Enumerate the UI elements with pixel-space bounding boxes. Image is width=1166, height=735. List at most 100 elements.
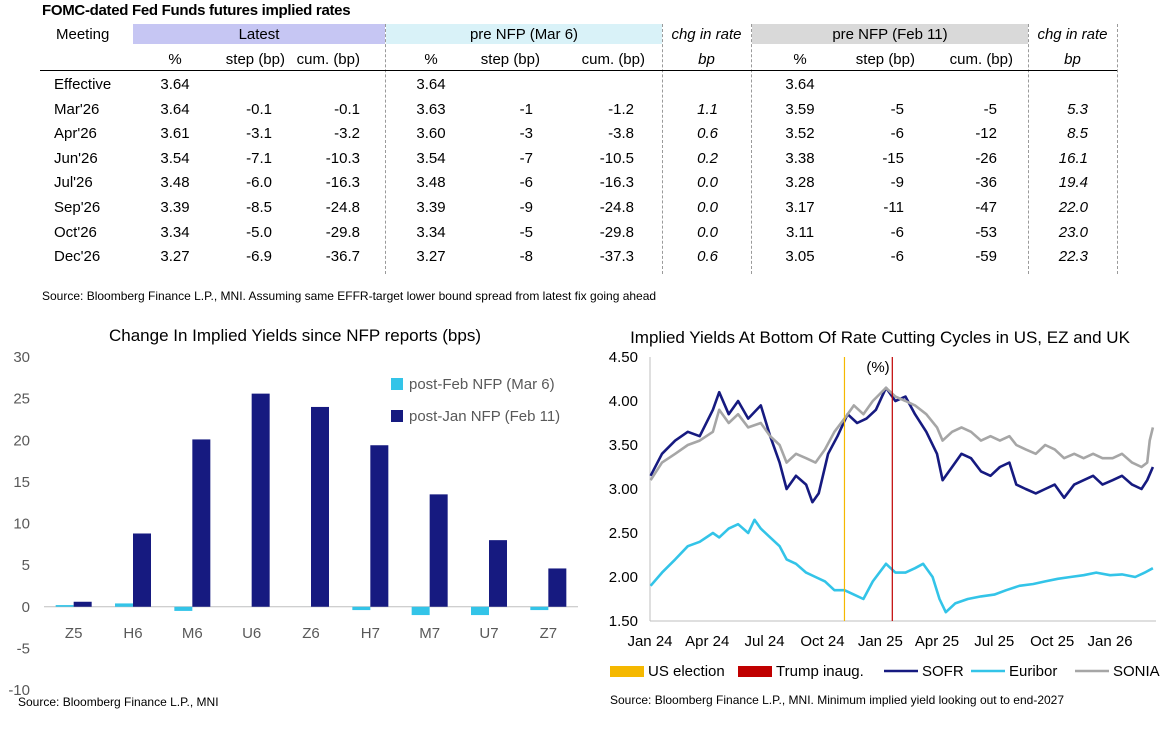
x-tick-label: Oct 25	[1030, 633, 1074, 650]
series-line-sonia	[651, 388, 1153, 480]
cell-mar-cum: -10.5	[560, 150, 634, 168]
subheader-mar-step: step (bp)	[450, 51, 540, 69]
legend-swatch	[391, 378, 403, 390]
cell-mar-step: -9	[480, 199, 533, 217]
cell-latest-pct: 3.54	[150, 150, 200, 168]
cell-mar-pct: 3.39	[406, 199, 456, 217]
header-pre-nfp-feb: pre NFP (Feb 11)	[752, 26, 1028, 44]
bar-post-jan-nfp	[489, 540, 507, 607]
subheader-mar-pct: %	[406, 51, 456, 69]
cell-mar-cum: -37.3	[560, 248, 634, 266]
table-divider	[385, 24, 386, 274]
bar-post-jan-nfp	[252, 394, 270, 607]
cell-feb-cum: -26	[925, 150, 997, 168]
bar-chart-source-note: Source: Bloomberg Finance L.P., MNI	[18, 695, 219, 709]
x-tick-label: Jul 24	[745, 633, 785, 650]
cell-meeting: Effective	[54, 76, 134, 94]
header-pre-nfp-mar: pre NFP (Mar 6)	[386, 26, 662, 44]
x-tick-label: H6	[123, 625, 142, 642]
cell-chg2: 22.3	[1028, 248, 1088, 266]
cell-chg1: 0.0	[662, 199, 718, 217]
x-tick-label: Z6	[302, 625, 320, 642]
subheader-latest-step: step (bp)	[195, 51, 285, 69]
cell-feb-step: -11	[840, 199, 904, 217]
cell-feb-cum: -5	[925, 101, 997, 119]
cell-feb-pct: 3.05	[775, 248, 825, 266]
cell-feb-cum: -47	[925, 199, 997, 217]
cell-latest-step: -0.1	[215, 101, 272, 119]
legend-label: post-Jan NFP (Feb 11)	[409, 408, 560, 425]
cell-mar-pct: 3.54	[406, 150, 456, 168]
cell-latest-pct: 3.27	[150, 248, 200, 266]
cell-mar-step: -1	[480, 101, 533, 119]
cell-mar-step: -7	[480, 150, 533, 168]
cell-mar-pct: 3.27	[406, 248, 456, 266]
subheader-feb-step: step (bp)	[825, 51, 915, 69]
legend-label: post-Feb NFP (Mar 6)	[409, 376, 555, 393]
y-tick-label: 3.50	[609, 437, 638, 454]
cell-feb-step: -5	[840, 101, 904, 119]
cell-feb-pct: 3.11	[775, 224, 825, 242]
legend-label: SONIA	[1113, 663, 1160, 680]
bar-post-feb-nfp	[115, 603, 133, 606]
x-tick-label: Apr 24	[685, 633, 729, 650]
cell-feb-step: -9	[840, 174, 904, 192]
header-chg-in-rate-1: chg in rate	[662, 26, 751, 44]
bar-post-feb-nfp	[174, 607, 192, 611]
cell-latest-cum: -3.2	[290, 125, 360, 143]
cell-feb-step: -6	[840, 125, 904, 143]
x-tick-label: Jan 24	[627, 633, 672, 650]
cell-chg1: 1.1	[662, 101, 718, 119]
subheader-chg2-bp: bp	[1028, 51, 1117, 69]
cell-latest-pct: 3.48	[150, 174, 200, 192]
cell-feb-cum: -12	[925, 125, 997, 143]
cell-latest-cum: -0.1	[290, 101, 360, 119]
y-tick-label: 4.00	[609, 393, 638, 410]
bar-post-feb-nfp	[471, 607, 489, 615]
cell-meeting: Apr'26	[54, 125, 134, 143]
cell-chg1: 0.0	[662, 174, 718, 192]
cell-chg2: 23.0	[1028, 224, 1088, 242]
bar-post-feb-nfp	[530, 607, 548, 610]
cell-latest-cum: -36.7	[290, 248, 360, 266]
y-tick-label: 25	[13, 391, 30, 408]
x-tick-label: Jul 25	[974, 633, 1014, 650]
cell-mar-cum: -24.8	[560, 199, 634, 217]
series-line-euribor	[651, 520, 1153, 612]
subheader-latest-cum: cum. (bp)	[280, 51, 360, 69]
cell-mar-pct: 3.34	[406, 224, 456, 242]
y-tick-label: 2.50	[609, 525, 638, 542]
x-tick-label: M7	[419, 625, 440, 642]
cell-chg2: 19.4	[1028, 174, 1088, 192]
bar-post-jan-nfp	[192, 439, 210, 606]
bar-post-jan-nfp	[548, 568, 566, 606]
x-tick-label: M6	[182, 625, 203, 642]
bar-post-jan-nfp	[430, 494, 448, 606]
header-rule	[40, 70, 1117, 71]
header-chg-in-rate-2: chg in rate	[1028, 26, 1117, 44]
legend-swatch	[391, 410, 403, 422]
series-line-sofr	[651, 388, 1153, 502]
cell-mar-cum: -3.8	[560, 125, 634, 143]
y-tick-label: -5	[17, 640, 30, 657]
cell-latest-cum: -29.8	[290, 224, 360, 242]
cell-chg1: 0.6	[662, 125, 718, 143]
cell-latest-cum: -24.8	[290, 199, 360, 217]
y-tick-label: 3.00	[609, 481, 638, 498]
cell-chg2: 16.1	[1028, 150, 1088, 168]
legend-label: Euribor	[1009, 663, 1057, 680]
y-tick-label: 0	[22, 599, 30, 616]
bar-post-feb-nfp	[56, 605, 74, 607]
cell-latest-cum: -16.3	[290, 174, 360, 192]
legend-label: Trump inaug.	[776, 663, 864, 680]
bar-post-jan-nfp	[74, 602, 92, 607]
y-tick-label: 5	[22, 557, 30, 574]
cell-latest-pct: 3.34	[150, 224, 200, 242]
table-divider	[751, 24, 752, 274]
cell-meeting: Oct'26	[54, 224, 134, 242]
cell-meeting: Sep'26	[54, 199, 134, 217]
cell-chg1: 0.0	[662, 224, 718, 242]
y-unit-label: (%)	[866, 359, 889, 376]
cell-mar-pct: 3.63	[406, 101, 456, 119]
